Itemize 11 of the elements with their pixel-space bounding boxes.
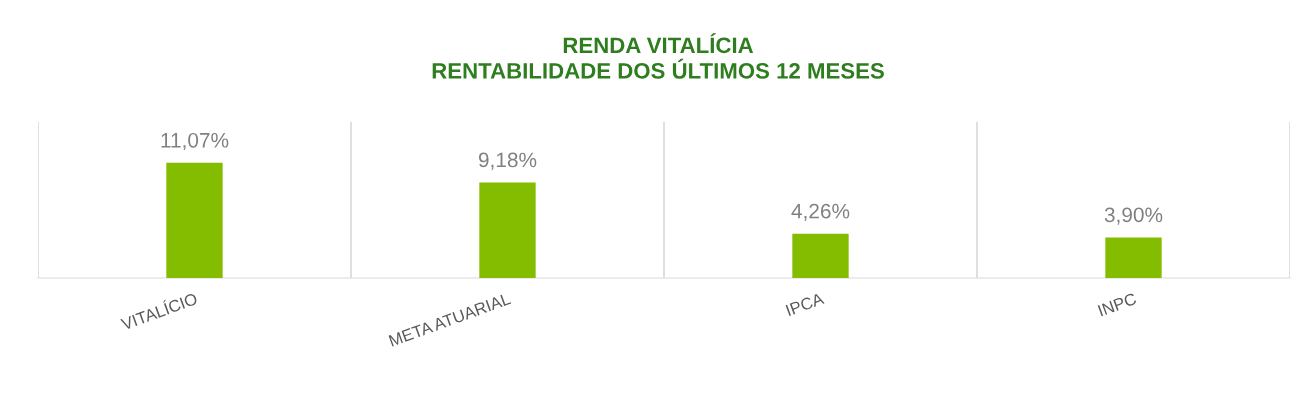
chart-title: RENDA VITALÍCIA RENTABILIDADE DOS ÚLTIMOS 12 MESES xyxy=(432,33,884,79)
data-label: 11,07% xyxy=(161,132,229,151)
data-label: 3,90% xyxy=(1104,207,1163,225)
bar xyxy=(792,233,849,278)
data-label: 9,18% xyxy=(478,152,537,170)
bar xyxy=(1105,237,1162,278)
data-label: 4,26% xyxy=(791,203,850,221)
bar xyxy=(479,182,536,278)
x-tick-label: INPC xyxy=(1097,292,1138,317)
x-tick-label: IPCA xyxy=(785,292,825,317)
bar xyxy=(166,162,223,278)
